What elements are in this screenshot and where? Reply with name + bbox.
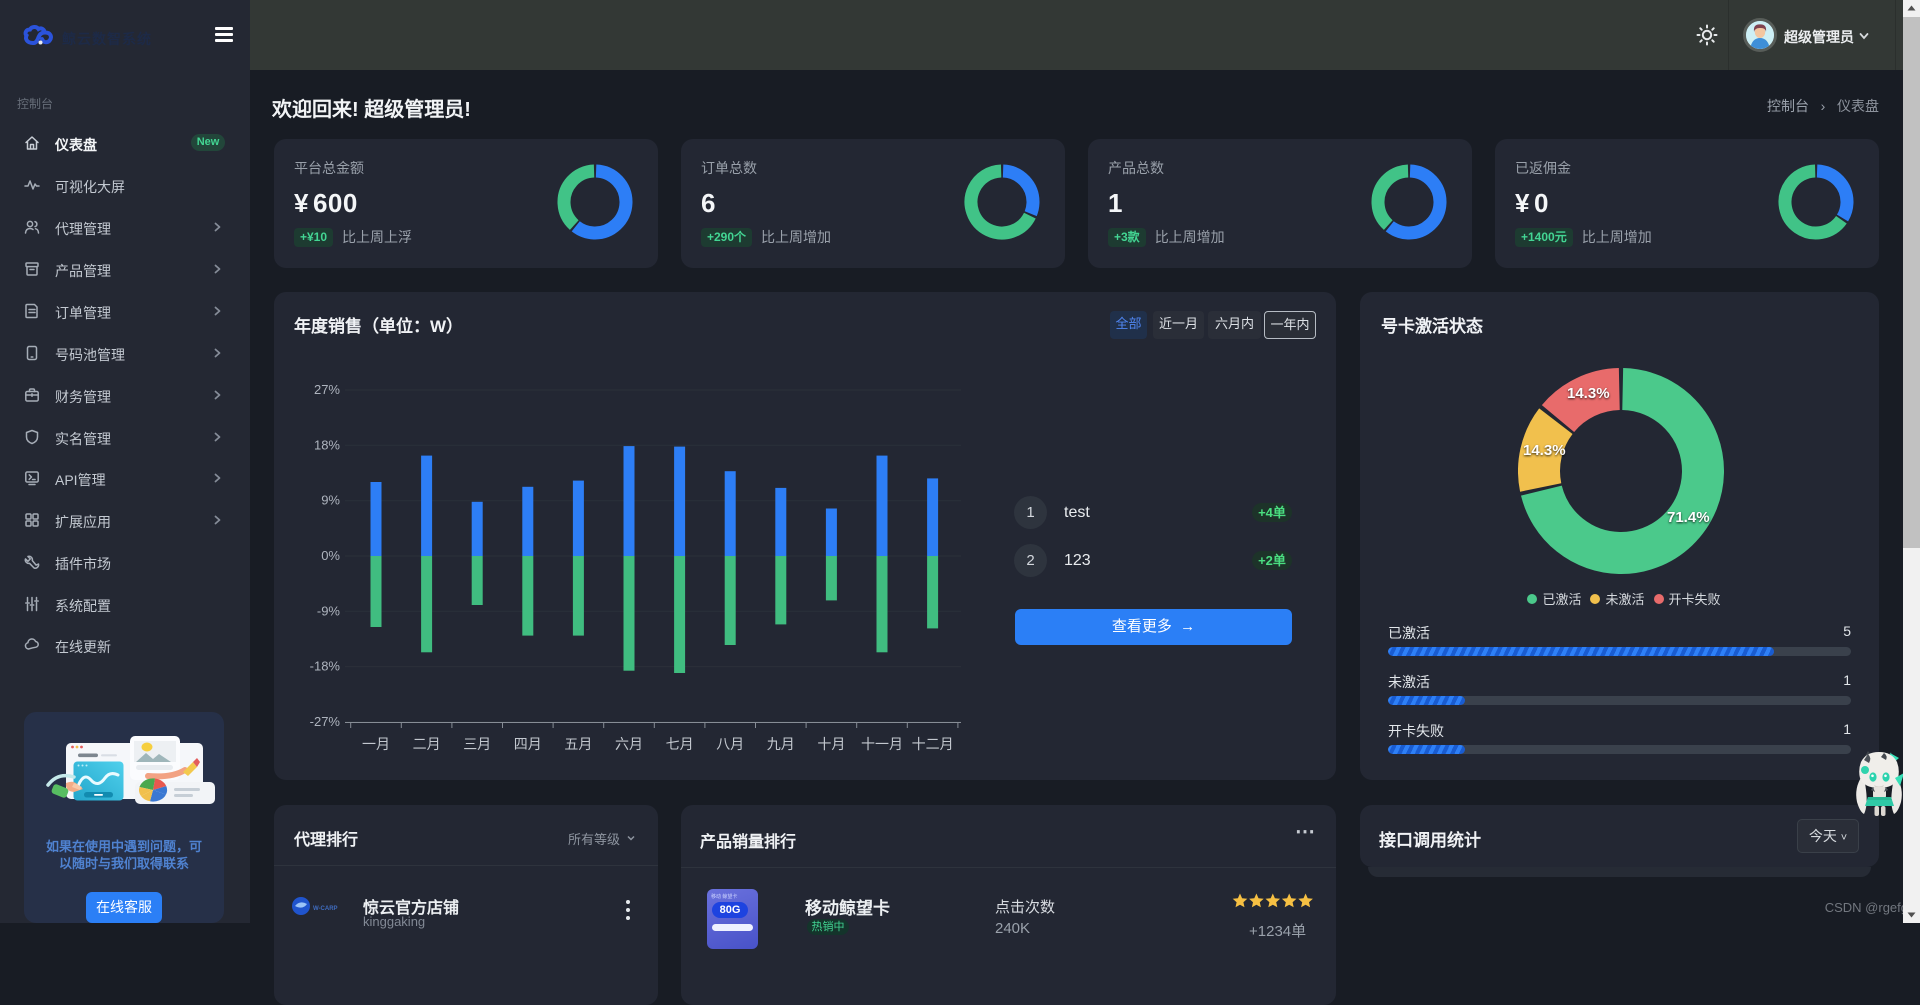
svg-text:一月: 一月 (362, 736, 390, 752)
svg-text:六月: 六月 (615, 736, 643, 752)
svg-text:三月: 三月 (463, 736, 491, 752)
svg-text:二月: 二月 (413, 736, 441, 752)
svg-text:-18%: -18% (310, 659, 341, 674)
svg-text:十月: 十月 (817, 736, 845, 752)
svg-text:18%: 18% (314, 437, 340, 452)
svg-text:W-CARP: W-CARP (313, 906, 338, 912)
svg-text:七月: 七月 (666, 736, 694, 752)
svg-text:九月: 九月 (767, 736, 795, 752)
svg-text:-27%: -27% (310, 714, 341, 729)
svg-text:五月: 五月 (564, 736, 592, 752)
svg-text:0%: 0% (321, 548, 340, 563)
svg-text:八月: 八月 (716, 736, 744, 752)
svg-text:27%: 27% (314, 382, 340, 397)
svg-text:四月: 四月 (514, 736, 542, 752)
svg-text:十二月: 十二月 (912, 736, 954, 752)
svg-text:9%: 9% (321, 493, 340, 508)
svg-text:-9%: -9% (317, 603, 341, 618)
svg-text:十一月: 十一月 (861, 736, 903, 752)
